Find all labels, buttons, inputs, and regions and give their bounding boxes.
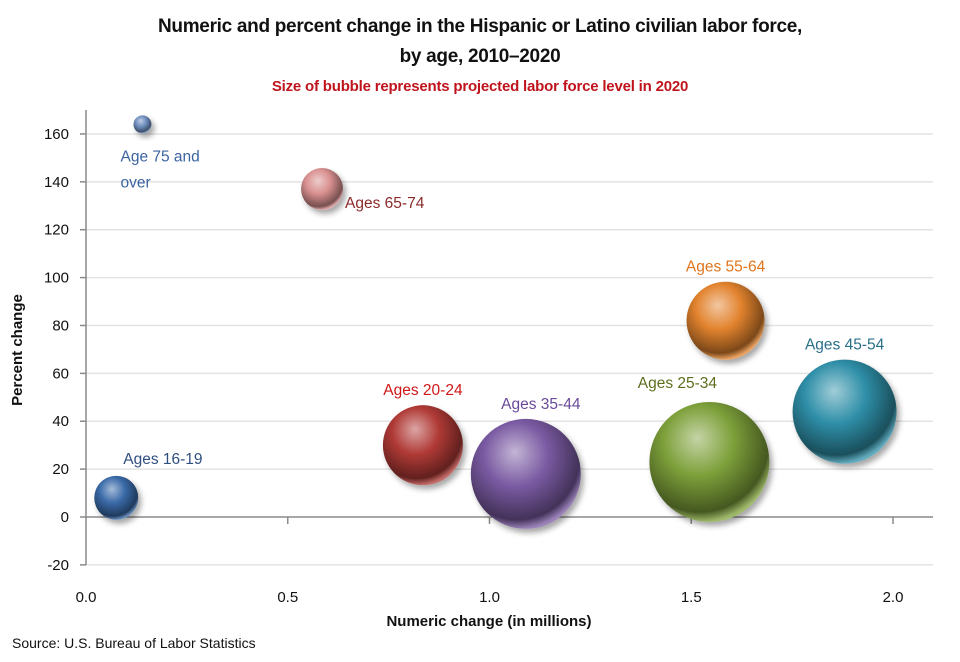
bubble-label: Age 75 and over	[120, 148, 199, 191]
y-tick-label: -20	[47, 557, 69, 574]
bubble-label: Ages 20-24	[383, 382, 463, 399]
bubble-ages-35-44[interactable]	[470, 418, 581, 529]
source-note: Source: U.S. Bureau of Labor Statistics	[12, 635, 256, 651]
bubble-label: Ages 25-34	[638, 375, 718, 392]
bubble-age-75-and-over[interactable]	[133, 115, 152, 134]
y-axis-title: Percent change	[9, 294, 26, 406]
bubble-ages-65-74[interactable]	[301, 168, 344, 211]
chart-subtitle: Size of bubble represents projected labo…	[271, 78, 689, 95]
chart-title-line-2: by age, 2010–2020	[399, 46, 561, 67]
x-tick-label: 1.5	[681, 589, 702, 606]
y-tick-label: 160	[44, 126, 69, 143]
bubble-labels: Ages 16-19 Ages 20-24 Ages 25-34 Ages 35-44…	[120, 148, 884, 467]
bubble-label: Ages 55-64	[686, 259, 766, 276]
bubble-ages-25-34[interactable]	[649, 401, 770, 522]
bubble-label: Ages 45-54	[805, 337, 885, 354]
y-tick-label: 100	[44, 270, 69, 287]
y-tick-label: 40	[52, 413, 69, 430]
axes: -20 0 20 40 60 80 100 120 140 160 0.0 0.5 1.0 1.5 2.0	[44, 110, 933, 606]
bubble-ages-45-54[interactable]	[792, 359, 897, 464]
bubble-label: Ages 65-74	[345, 195, 425, 212]
bubble-label: Ages 35-44	[501, 396, 581, 413]
y-tick-label: 80	[52, 317, 69, 334]
x-tick-label: 0.0	[76, 589, 97, 606]
bubble-label: Ages 16-19	[123, 451, 202, 468]
y-tick-label: 120	[44, 222, 69, 239]
bubble-ages-16-19[interactable]	[94, 475, 139, 520]
gridlines	[86, 133, 933, 566]
bubble-ages-55-64[interactable]	[686, 281, 765, 360]
x-tick-label: 1.0	[479, 589, 500, 606]
x-tick-label: 2.0	[883, 589, 904, 606]
bubble-ages-20-24[interactable]	[382, 405, 463, 486]
y-tick-label: 20	[52, 461, 69, 478]
bubbles	[94, 115, 897, 529]
x-tick-label: 0.5	[277, 589, 298, 606]
chart-title-line-1: Numeric and percent change in the Hispan…	[157, 16, 802, 37]
x-axis-title: Numeric change (in millions)	[386, 613, 591, 630]
y-tick-label: 140	[44, 174, 69, 191]
y-tick-label: 0	[61, 509, 69, 526]
y-tick-label: 60	[52, 365, 69, 382]
